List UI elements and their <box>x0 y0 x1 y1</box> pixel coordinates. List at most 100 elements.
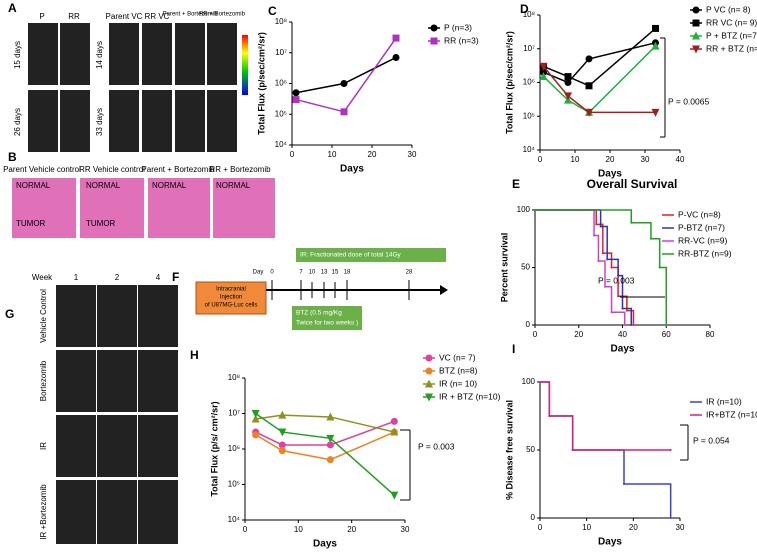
week-label: 2 <box>115 273 120 282</box>
legend-label: P VC (n= 8) <box>706 4 751 14</box>
series-line <box>543 27 656 87</box>
marker <box>292 96 300 104</box>
row-label: IR +Bortezomib <box>39 484 48 540</box>
legend-label: IR (n=10) <box>706 396 742 406</box>
marker <box>539 72 548 81</box>
row-label: 26 days <box>13 108 22 136</box>
legend-label: RR VC (n= 9) <box>706 17 757 27</box>
marker <box>585 108 593 117</box>
x-tick-label: 10 <box>571 155 580 164</box>
col-label: RR <box>68 12 80 21</box>
y-tick-label: 10⁶ <box>275 79 287 88</box>
y-axis-label: Total Flux (p/sec/cm²/sr) <box>256 32 266 135</box>
image <box>56 480 96 544</box>
x-axis-label: Days <box>611 344 635 355</box>
series-line <box>542 45 657 114</box>
legend-label: IR+BTZ (n=10) <box>706 409 757 419</box>
panel-letter: D <box>520 2 529 16</box>
marker <box>278 410 287 419</box>
series-line <box>295 37 397 113</box>
survival-curve <box>535 209 632 325</box>
y-tick-label: 10⁶ <box>228 444 240 453</box>
series-line <box>255 414 395 433</box>
marker <box>585 82 593 90</box>
image <box>138 415 178 477</box>
day-label: 15 <box>332 270 339 276</box>
image <box>109 90 139 152</box>
image <box>97 480 137 544</box>
image <box>207 90 237 152</box>
annotation: P = 0.003 <box>418 441 455 451</box>
x-tick-label: 30 <box>401 525 410 534</box>
marker <box>652 24 659 32</box>
x-tick-label: 0 <box>538 523 543 532</box>
histology-image <box>80 178 144 238</box>
y-tick-label: 10⁴ <box>228 515 241 524</box>
x-tick-label: 0 <box>243 525 248 534</box>
x-tick-label: 60 <box>662 330 671 339</box>
marker <box>585 55 593 63</box>
col-label: Parent + Bortezomib <box>163 12 219 18</box>
marker <box>390 427 399 436</box>
x-tick-label: 40 <box>618 330 627 339</box>
image <box>207 23 237 85</box>
marker <box>278 447 286 455</box>
step-point <box>669 517 672 519</box>
image <box>138 350 178 412</box>
col-label: P <box>39 12 44 21</box>
legend-label: P (n=3) <box>444 22 472 32</box>
y-tick-label: 50 <box>526 445 535 454</box>
panel-letter: I <box>512 342 515 356</box>
panel-letter: C <box>268 4 277 18</box>
color-bar <box>242 35 248 95</box>
timeline-ticks <box>271 280 410 300</box>
x-tick-label: 10 <box>294 525 303 534</box>
region-label: TUMOR <box>16 219 46 228</box>
x-tick-label: 20 <box>629 523 638 532</box>
step-point <box>599 225 602 228</box>
col-label: Parent VC <box>106 12 143 21</box>
y-tick-label: 10⁷ <box>275 48 287 57</box>
histology-image <box>148 178 210 238</box>
panel-letter: F <box>172 270 179 284</box>
week-label: 1 <box>74 273 79 282</box>
y-tick-label: 10⁷ <box>523 44 535 53</box>
x-tick-label: 20 <box>606 155 615 164</box>
step-point <box>597 260 600 263</box>
annotation: P = 0.003 <box>598 275 635 285</box>
y-tick-label: 10⁴ <box>275 140 288 149</box>
image <box>175 90 205 152</box>
image-grid <box>56 285 178 544</box>
btz-box <box>292 306 362 330</box>
step-point <box>534 209 536 211</box>
legend-label: RR-VC (n=9) <box>678 235 728 245</box>
box-text: Intracranial <box>216 287 246 293</box>
col-label: RR + Bortezomib <box>199 12 246 18</box>
panel-letter: H <box>190 348 199 362</box>
legend-label: P-VC (n=8) <box>678 209 721 219</box>
week-label: Week <box>32 273 53 282</box>
image <box>28 90 58 152</box>
y-tick-label: 0 <box>526 320 531 329</box>
annotation: P = 0.054 <box>693 435 730 445</box>
image <box>175 23 205 85</box>
image <box>138 480 178 544</box>
y-tick-label: 50 <box>521 263 530 272</box>
step-point <box>595 223 598 226</box>
image <box>142 90 172 152</box>
x-tick-label: 20 <box>368 150 377 159</box>
step-point <box>571 449 574 451</box>
marker <box>326 434 335 443</box>
marker <box>564 73 572 81</box>
step-point <box>623 483 625 485</box>
marker <box>340 80 348 87</box>
col-label: RR Vehicle control <box>79 165 145 174</box>
survival-curve <box>540 381 671 451</box>
marker <box>326 456 334 464</box>
region-label: NORMAL <box>16 181 51 190</box>
y-tick-label: 10⁸ <box>275 17 287 26</box>
y-tick-label: 100 <box>517 205 531 214</box>
x-tick-label: 10 <box>582 523 591 532</box>
day-label: 7 <box>299 270 303 276</box>
